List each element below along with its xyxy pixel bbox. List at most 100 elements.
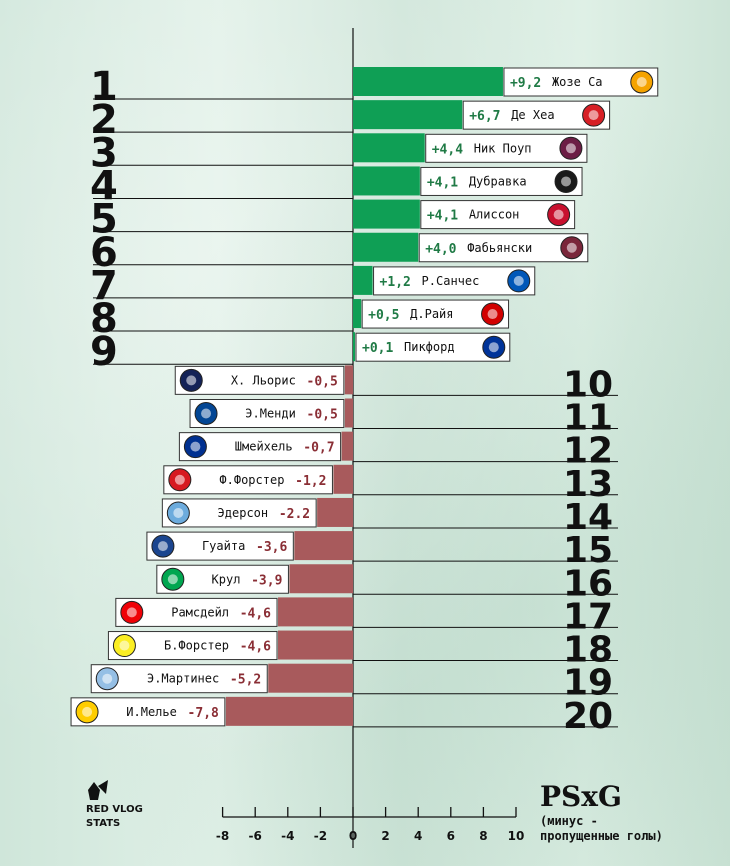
row-20-rank: 20 bbox=[563, 696, 613, 737]
brentford-crest-detail-icon bbox=[487, 309, 498, 320]
x-tick-label-2: -4 bbox=[281, 829, 294, 843]
newcastle-crest-detail-icon bbox=[561, 176, 572, 187]
row-13-rank: 13 bbox=[563, 464, 613, 505]
row-5-bar bbox=[353, 199, 420, 229]
row-8-rank: 8 bbox=[90, 296, 118, 342]
row-20-bar bbox=[225, 696, 353, 726]
row-7-name: Р.Санчес bbox=[422, 274, 480, 288]
row-19-label-box bbox=[90, 664, 268, 694]
row-6-label-box bbox=[418, 233, 589, 263]
man-city-crest-detail-icon bbox=[173, 507, 184, 518]
burnley-crest-detail-icon bbox=[565, 143, 576, 154]
row-6-bar bbox=[353, 232, 419, 262]
row-14-rank: 14 bbox=[563, 497, 613, 538]
x-tick-label-5: 2 bbox=[381, 829, 389, 843]
row-19-bar bbox=[268, 663, 353, 693]
row-1-rank: 1 bbox=[90, 64, 118, 110]
chelsea-crest-detail-icon bbox=[201, 408, 212, 419]
row-10-name: Х. Льорис bbox=[231, 373, 296, 387]
row-5-value: +4,1 bbox=[427, 209, 458, 224]
row-20-name: И.Мелье bbox=[126, 705, 177, 719]
row-5-rank: 5 bbox=[90, 197, 118, 243]
row-13-name: Ф.Форстер bbox=[219, 473, 284, 487]
crystal-palace-crest-detail-icon bbox=[157, 541, 168, 552]
man-utd-crest-detail-icon bbox=[588, 110, 599, 121]
row-19-rank: 19 bbox=[563, 663, 613, 704]
row-1-name: Жозе Са bbox=[552, 75, 603, 89]
west-ham-crest-detail-icon bbox=[566, 242, 577, 253]
row-8-bar bbox=[353, 299, 362, 329]
x-tick-label-1: -6 bbox=[249, 829, 262, 843]
row-13-label-box bbox=[163, 465, 333, 495]
row-18-value: -4,6 bbox=[240, 640, 271, 655]
southampton-crest-detail-icon bbox=[174, 474, 185, 485]
row-17-bar bbox=[278, 597, 353, 627]
arsenal-crest-detail-icon bbox=[126, 607, 137, 618]
x-tick-label-9: 10 bbox=[508, 829, 525, 843]
row-11-value: -0,5 bbox=[307, 408, 338, 423]
row-2-bar bbox=[353, 100, 463, 130]
row-3-value: +4,4 bbox=[432, 142, 463, 157]
row-9-bar bbox=[353, 332, 355, 362]
row-17-rank: 17 bbox=[563, 596, 613, 637]
row-13-bar bbox=[333, 464, 353, 494]
row-7-rank: 7 bbox=[90, 263, 118, 309]
row-17-name: Рамсдейл bbox=[171, 605, 229, 619]
row-15-name: Гуайта bbox=[202, 539, 245, 553]
row-10-bar bbox=[344, 365, 353, 395]
x-tick-label-6: 4 bbox=[414, 829, 422, 843]
row-14-value: -2.2 bbox=[279, 507, 310, 522]
unit-subtitle-line1: (минус - bbox=[540, 814, 598, 828]
row-11-bar bbox=[344, 398, 353, 428]
wolves-crest-detail-icon bbox=[636, 77, 647, 87]
row-12-value: -0,7 bbox=[303, 441, 334, 456]
leeds-crest-detail-icon bbox=[82, 706, 93, 717]
row-15-bar bbox=[294, 531, 353, 561]
row-10-rank: 10 bbox=[563, 364, 613, 405]
aston-villa-crest-detail-icon bbox=[102, 673, 113, 684]
row-10-label-box bbox=[174, 365, 345, 395]
logo-line2: STATS bbox=[86, 818, 120, 829]
row-9-name: Пикфорд bbox=[404, 340, 455, 354]
row-8-value: +0,5 bbox=[368, 308, 399, 323]
row-4-name: Дубравка bbox=[469, 174, 527, 188]
trident-icon bbox=[88, 780, 108, 800]
row-17-value: -4,6 bbox=[240, 606, 271, 621]
row-8-name: Д.Райя bbox=[410, 307, 453, 321]
row-16-value: -3,9 bbox=[251, 573, 282, 588]
row-11-rank: 11 bbox=[563, 398, 613, 439]
row-14-name: Эдерсон bbox=[218, 506, 269, 520]
row-12-name: Шмейхель bbox=[235, 440, 293, 454]
row-13-value: -1,2 bbox=[295, 474, 326, 489]
row-2-name: Де Хеа bbox=[511, 108, 554, 122]
row-7-bar bbox=[353, 265, 373, 295]
row-12-rank: 12 bbox=[563, 431, 613, 472]
row-11-name: Э.Менди bbox=[245, 407, 296, 421]
row-1-bar bbox=[353, 67, 503, 96]
row-18-label-box bbox=[107, 631, 278, 661]
liverpool-crest-detail-icon bbox=[553, 209, 564, 220]
row-18-bar bbox=[278, 630, 353, 660]
row-3-name: Ник Поуп bbox=[474, 141, 532, 155]
row-6-value: +4,0 bbox=[425, 242, 456, 257]
row-6-rank: 6 bbox=[90, 230, 118, 276]
row-16-rank: 16 bbox=[563, 563, 613, 604]
row-4-rank: 4 bbox=[90, 163, 118, 209]
row-15-rank: 15 bbox=[563, 530, 613, 571]
row-5-name: Алиссон bbox=[469, 208, 520, 222]
row-12-bar bbox=[341, 431, 353, 461]
row-2-value: +6,7 bbox=[469, 109, 500, 124]
x-tick-label-7: 6 bbox=[447, 829, 455, 843]
row-4-value: +4,1 bbox=[427, 175, 458, 190]
leicester-crest-detail-icon bbox=[190, 441, 201, 452]
row-9-value: +0,1 bbox=[362, 341, 393, 356]
x-tick-label-0: -8 bbox=[216, 829, 229, 843]
row-10-value: -0,5 bbox=[307, 374, 338, 389]
row-7-value: +1,2 bbox=[380, 275, 411, 290]
unit-title: PSxG bbox=[540, 780, 622, 813]
row-2-rank: 2 bbox=[90, 97, 118, 143]
row-15-value: -3,6 bbox=[256, 540, 287, 555]
row-18-rank: 18 bbox=[563, 630, 613, 671]
